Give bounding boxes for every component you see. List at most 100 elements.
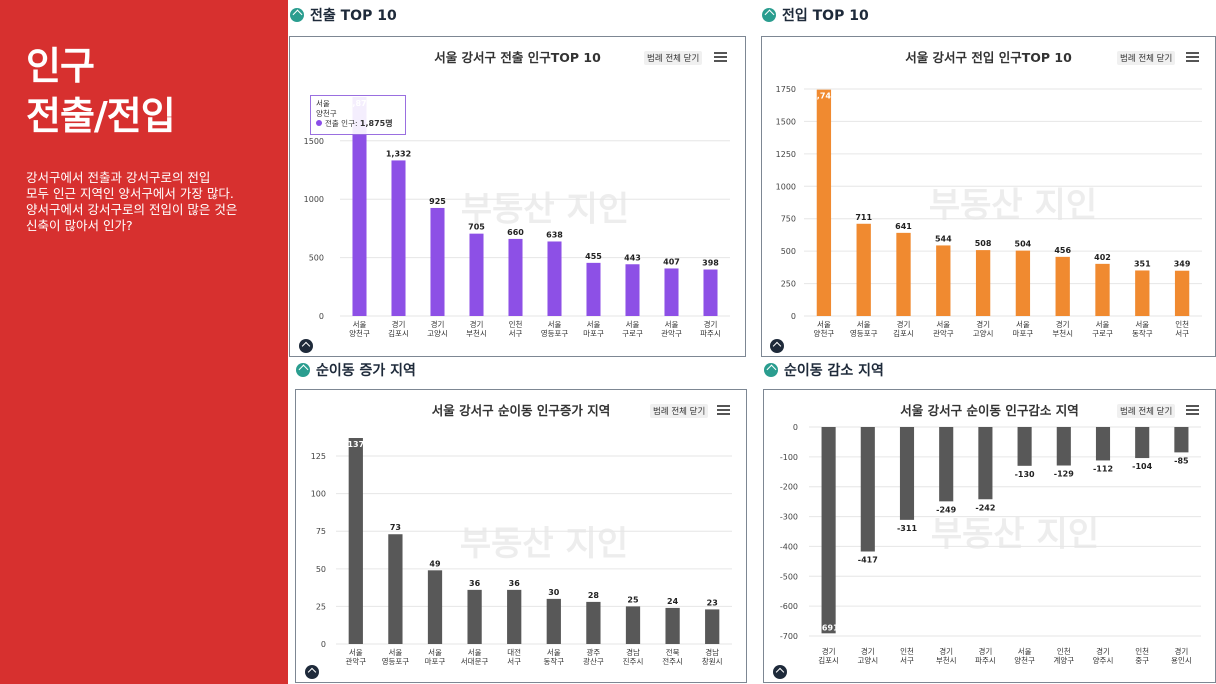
x-tick-label: 서울 xyxy=(388,648,402,657)
x-tick-label: 서울 xyxy=(817,320,831,329)
x-tick-label: 서울 xyxy=(665,320,679,329)
section-header-net-decrease: 순이동 감소 지역 xyxy=(764,359,884,381)
bar xyxy=(430,207,445,316)
bar xyxy=(391,160,406,316)
menu-icon[interactable] xyxy=(1186,405,1199,415)
bar xyxy=(625,264,640,316)
logo-icon xyxy=(773,665,787,679)
x-tick-label: 경기 xyxy=(897,319,911,329)
y-tick-label: 500 xyxy=(781,247,796,256)
chart-title: 서울 강서구 전입 인구TOP 10 xyxy=(905,50,1072,65)
chart-inflow: 부동산 지인 0 250 500 750 1000 1250 1500 1750 1,745 서울양… xyxy=(776,85,1202,338)
y-tick-label: 0 xyxy=(791,312,796,321)
x-tick-label: 서구 xyxy=(1175,329,1189,338)
data-label: -691 xyxy=(819,623,839,632)
data-label: -311 xyxy=(897,524,917,533)
desc-line: 양서구에서 강서구로의 전입이 많은 것은 xyxy=(26,202,238,217)
y-tick-label: 125 xyxy=(311,452,326,461)
logo-icon xyxy=(305,665,319,679)
legend-toggle-button[interactable]: 범례 전체 닫기 xyxy=(1117,51,1176,65)
tooltip-label: 전출 인구: xyxy=(325,119,360,128)
section-title: 전출 TOP 10 xyxy=(310,8,397,24)
x-tick-label: 양주시 xyxy=(1093,656,1114,665)
x-tick-label: 서울 xyxy=(468,648,482,657)
x-tick-label: 전북 xyxy=(666,647,680,657)
bar xyxy=(348,438,363,644)
data-label: 30 xyxy=(548,588,560,597)
section-header-outflow: 전출 TOP 10 xyxy=(290,4,397,26)
x-tick-label: 양천구 xyxy=(814,328,835,338)
data-label: 23 xyxy=(707,598,718,607)
legend-toggle-button[interactable]: 범례 전체 닫기 xyxy=(644,51,703,65)
x-tick-label: 양천구 xyxy=(349,328,370,338)
data-label: 641 xyxy=(895,222,912,231)
data-label: 508 xyxy=(975,239,992,248)
legend-toggle-button[interactable]: 범례 전체 닫기 xyxy=(1117,404,1176,418)
bar xyxy=(467,589,482,644)
data-label: 443 xyxy=(624,253,641,262)
section-title: 순이동 감소 지역 xyxy=(784,363,884,379)
y-tick-label: -300 xyxy=(780,513,798,522)
bar xyxy=(547,241,562,316)
x-tick-label: 파주시 xyxy=(700,329,721,338)
bar xyxy=(586,601,601,644)
data-label: 711 xyxy=(855,213,872,222)
desc-line: 강서구에서 전출과 강서구로의 전입 xyxy=(26,170,211,185)
x-tick-label: 서울 xyxy=(626,320,640,329)
y-tick-label: 0 xyxy=(321,640,326,649)
data-label: -417 xyxy=(858,556,878,565)
x-tick-label: 대전 xyxy=(507,647,521,657)
data-label: 402 xyxy=(1094,253,1111,262)
data-label: -249 xyxy=(936,505,956,514)
menu-icon[interactable] xyxy=(1186,52,1199,62)
logo-icon xyxy=(299,339,313,353)
chart-title: 서울 강서구 순이동 인구증가 지역 xyxy=(431,403,611,418)
desc-line: 신축이 많아서 인가? xyxy=(26,218,133,233)
bar xyxy=(821,427,836,634)
data-label: 137 xyxy=(347,440,364,449)
x-tick-label: 서울 xyxy=(857,320,871,329)
y-tick-label: 500 xyxy=(309,254,324,263)
data-label: 24 xyxy=(667,597,679,606)
menu-icon[interactable] xyxy=(717,405,730,415)
legend-toggle-button[interactable]: 범례 전체 닫기 xyxy=(650,404,709,418)
x-tick-label: 서울 xyxy=(1018,647,1032,656)
y-tick-label: 250 xyxy=(781,280,796,289)
y-tick-label: 750 xyxy=(781,215,796,224)
bar xyxy=(1055,256,1070,316)
y-tick-label: -700 xyxy=(780,632,798,641)
data-label: -130 xyxy=(1015,470,1035,479)
x-tick-label: 양천구 xyxy=(1014,655,1035,665)
y-tick-label: 0 xyxy=(319,312,324,321)
x-tick-label: 경기 xyxy=(392,319,406,329)
y-tick-label: 1000 xyxy=(776,182,796,191)
bar xyxy=(978,427,993,500)
x-tick-label: 서울 xyxy=(548,320,562,329)
bar xyxy=(856,223,871,316)
y-tick-label: 100 xyxy=(311,490,326,499)
y-tick-label: 75 xyxy=(316,527,326,536)
x-tick-label: 창원시 xyxy=(702,657,723,666)
y-tick-label: -400 xyxy=(780,542,798,551)
bar xyxy=(975,250,991,316)
x-tick-label: 부천시 xyxy=(936,655,957,665)
logo-icon xyxy=(770,339,784,353)
bar xyxy=(936,245,951,316)
bar xyxy=(427,570,443,644)
x-tick-label: 경기 xyxy=(704,319,718,329)
y-tick-label: 25 xyxy=(316,602,326,611)
x-tick-label: 서구 xyxy=(507,657,521,666)
bar xyxy=(939,427,954,502)
data-label: 36 xyxy=(469,579,481,588)
x-tick-label: 김포시 xyxy=(388,328,409,338)
x-tick-label: 경기 xyxy=(1056,319,1070,329)
chart-panel-net-decrease: 부동산 지인 0 -100 -200 -300 -400 -500 -600 -700 -691 경… xyxy=(763,389,1216,683)
x-tick-label: 중구 xyxy=(1135,656,1149,665)
home-icon xyxy=(764,363,778,377)
section-title: 전입 TOP 10 xyxy=(782,8,869,24)
bar xyxy=(586,262,601,316)
data-label: 638 xyxy=(546,230,563,239)
bar xyxy=(664,268,679,316)
menu-icon[interactable] xyxy=(714,52,727,62)
